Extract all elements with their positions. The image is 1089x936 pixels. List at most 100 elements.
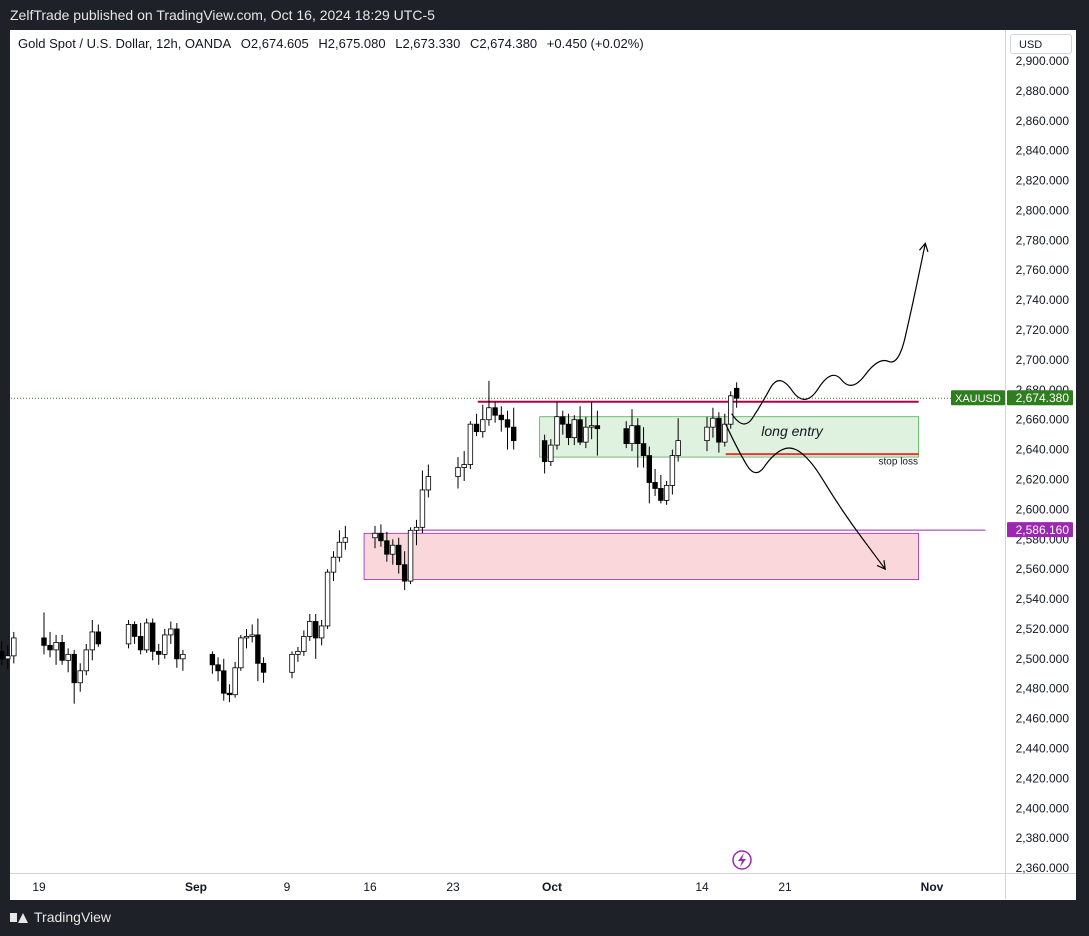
candle [5,645,11,670]
candle-body-up [11,637,17,657]
candle [669,449,676,495]
candle [0,640,5,665]
candle-body-up [336,541,343,558]
candle-body-down [510,426,517,442]
candle [324,569,331,629]
candle-body-down [41,637,47,646]
currency-button[interactable]: USD [1010,34,1072,54]
candle-body-down [255,634,261,664]
candle-body-up [413,526,420,531]
candle [577,406,583,446]
symbol-description[interactable]: Gold Spot / U.S. Dollar, 12h, OANDA [18,36,232,51]
bullish-scenario-path [731,243,926,425]
y-tick-label: 2,880.000 [1016,84,1070,98]
candle-body-down [174,628,180,660]
candle [716,412,722,453]
x-tick-label: Nov [921,880,944,894]
y-tick-label: 2,440.000 [1016,742,1070,756]
high-value: 2,675.080 [327,36,386,51]
candle-body-down [215,664,221,672]
publisher-line: ZelfTrade published on TradingView.com, … [10,7,435,23]
candle-body-up [168,628,174,636]
candle-body-down [473,423,480,433]
candle [11,631,17,664]
x-tick-label: 14 [695,880,709,894]
candle-body-up [180,653,186,660]
candle [548,439,554,467]
candle-body-up [675,440,681,456]
candle [728,391,734,429]
long-entry-label: long entry [761,423,823,439]
x-tick-label: Oct [542,880,562,894]
candle-body-up [89,631,96,651]
candle-body-up [480,419,486,433]
tradingview-logo[interactable]: TradingView [10,909,111,925]
candle [646,446,653,504]
x-tick-label: 9 [284,880,291,894]
candle [372,525,378,549]
lightning-icon[interactable] [732,850,752,870]
candle [565,413,572,446]
candle-body-up [232,667,238,696]
candle [467,421,474,470]
candle [221,658,227,701]
candle [342,525,349,550]
candle [131,621,138,644]
candle [560,410,566,435]
y-tick-label: 2,660.000 [1016,413,1070,427]
candle [143,618,150,653]
y-tick-label: 2,620.000 [1016,472,1070,486]
low-label: L [395,36,403,51]
candle [652,469,658,496]
candle-body-down [149,622,156,652]
candle [156,643,162,665]
candle-body-up [407,529,414,582]
candle-body-down [384,540,390,555]
candle [554,401,560,450]
candle [83,643,89,676]
candle [571,415,578,446]
x-tick-label: 19 [32,880,46,894]
bearish-arrow-head [876,560,886,571]
candle [384,531,390,562]
candle-body-up [318,625,325,639]
chart-frame[interactable] [10,30,1076,900]
candle-body-up [467,423,474,465]
candle [623,421,629,449]
candle-body-down [635,425,641,445]
candle [47,631,53,658]
candle [318,619,325,646]
bullish-arrow-head [919,242,929,253]
candle-body-up [53,641,59,651]
candle [663,480,670,505]
candle [461,451,467,481]
y-tick-label: 2,600.000 [1016,502,1070,516]
candle-body-up [588,425,595,428]
candle [396,537,402,574]
candle-body-up [125,624,132,645]
candle [255,618,261,682]
candle [640,427,647,468]
candle [722,413,728,447]
candle-body-up [324,571,331,627]
candle-body-down [652,482,658,489]
candle-body-down [313,621,319,639]
candle [313,614,319,659]
candle [65,648,71,673]
candle [498,406,505,432]
y-tick-label: 2,860.000 [1016,114,1070,128]
candle-body-down [565,423,572,439]
y-tick-label: 2,500.000 [1016,652,1070,666]
candle-body-up [710,417,716,428]
bearish-scenario-path [725,423,886,570]
close-label: C [469,36,480,51]
y-tick-label: 2,540.000 [1016,592,1070,606]
x-tick-label: 16 [363,880,377,894]
y-tick-label: 2,640.000 [1016,443,1070,457]
candle-body-up [301,636,307,652]
candle-body-up [669,455,676,486]
x-tick-label: 21 [778,880,792,894]
candle-body-down [95,631,102,645]
open-value: 2,674.605 [250,36,309,51]
